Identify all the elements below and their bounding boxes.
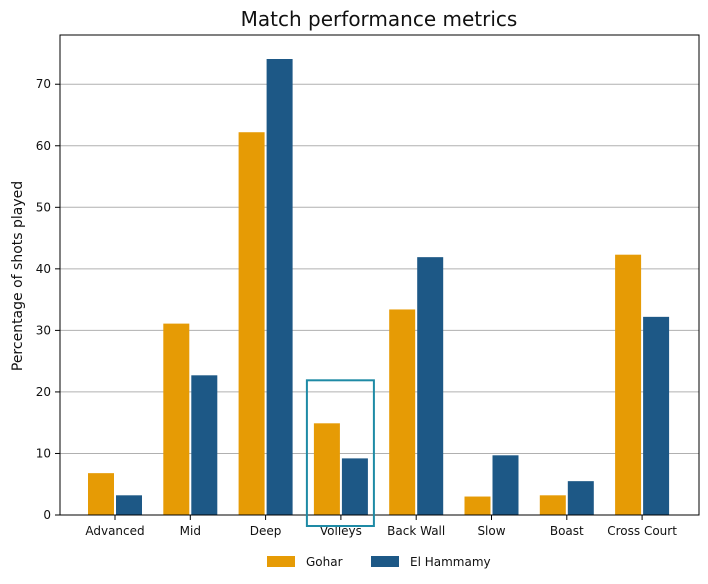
x-tick-label-boast: Boast (550, 524, 584, 538)
x-tick-label-back-wall: Back Wall (387, 524, 445, 538)
y-tick-label: 70 (36, 77, 51, 91)
x-tick-label-advanced: Advanced (85, 524, 144, 538)
bar-el-hammamy-slow (492, 455, 519, 515)
legend: Gohar El Hammamy (267, 555, 491, 569)
bar-el-hammamy-cross-court (643, 316, 670, 515)
chart-title: Match performance metrics (241, 7, 518, 31)
y-tick-label: 50 (36, 200, 51, 214)
y-tick-label: 10 (36, 446, 51, 460)
y-tick-label: 60 (36, 139, 51, 153)
bar-el-hammamy-mid (191, 375, 218, 515)
bar-gohar-deep (238, 132, 265, 515)
bar-gohar-boast (539, 495, 566, 515)
bar-gohar-back-wall (389, 309, 416, 515)
plot-frame (59, 34, 700, 516)
bar-gohar-slow (464, 496, 491, 515)
legend-swatch-el-hammamy (371, 556, 399, 567)
bar-el-hammamy-boast (567, 481, 594, 515)
gridlines (60, 83, 699, 454)
legend-label-el-hammamy: El Hammamy (410, 555, 491, 569)
legend-swatch-gohar (267, 556, 295, 567)
x-axis-ticks: Advanced Mid Deep Volleys Back Wall Slow Boast… (85, 515, 677, 538)
bar-gohar-advanced (88, 473, 114, 515)
x-tick-label-cross-court: Cross Court (607, 524, 677, 538)
x-tick-label-deep: Deep (250, 524, 282, 538)
highlight-box (305, 379, 375, 527)
bar-el-hammamy-deep (266, 59, 293, 515)
bar-gohar-mid (163, 323, 190, 515)
bar-el-hammamy-volleys (341, 458, 368, 515)
bar-gohar-cross-court (615, 254, 642, 515)
y-tick-label: 40 (36, 262, 51, 276)
y-tick-label: 30 (36, 323, 51, 337)
bars-group (88, 59, 670, 515)
highlight-layer (305, 379, 375, 527)
bar-el-hammamy-advanced (116, 495, 142, 515)
y-axis-ticks: 0 10 20 30 40 50 60 70 (36, 77, 60, 522)
x-tick-label-slow: Slow (477, 524, 505, 538)
x-tick-label-mid: Mid (180, 524, 201, 538)
legend-label-gohar: Gohar (306, 555, 343, 569)
x-tick-label-volleys: Volleys (320, 524, 362, 538)
y-tick-label: 20 (36, 385, 51, 399)
bar-el-hammamy-back-wall (417, 257, 444, 515)
bar-gohar-volleys (313, 423, 340, 515)
y-axis-label: Percentage of shots played (10, 181, 26, 371)
y-tick-label: 0 (43, 508, 51, 522)
